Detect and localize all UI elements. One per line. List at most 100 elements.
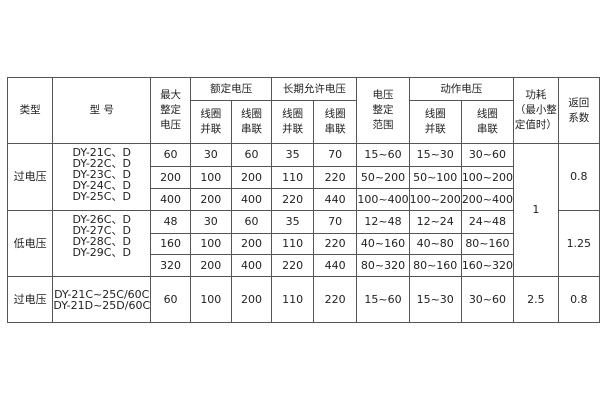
table-row: 400 200 400 220 440 100~400 100~200 200~400 (8, 188, 600, 211)
relay-spec-table: 类型 型 号 最大 整定 电压 额定电压 长期允许电压 电压 整定 范围 动作电压 功耗… (6, 77, 600, 323)
value-cell: 60 (150, 276, 191, 323)
value-cell: 15~30 (408, 143, 462, 167)
text: 整定 (372, 104, 394, 116)
value-cell: 100~200 (460, 166, 515, 189)
text: 电压 (160, 119, 182, 131)
text: 线圈 (200, 108, 222, 120)
value-cell: 220 (312, 276, 358, 323)
value-cell: 110 (271, 276, 314, 323)
header-return-coef: 返回 系数 (557, 77, 600, 144)
value-cell: 70 (312, 143, 358, 167)
text: 定值时） (514, 119, 557, 131)
value-cell: 35 (271, 143, 314, 167)
value-cell: 110 (271, 166, 314, 189)
type-cell: 过电压 (6, 143, 54, 211)
value-cell: 320 (150, 254, 191, 277)
value-cell: 440 (312, 254, 358, 277)
table-row: 200 100 200 110 220 50~200 50~100 100~200 (8, 166, 600, 189)
value-cell: 48 (150, 210, 191, 234)
header-coil-series: 线圈 串联 (230, 100, 273, 144)
text: 范围 (372, 119, 394, 131)
value-cell: 30 (189, 210, 232, 234)
value-cell: 220 (312, 233, 358, 255)
header-coil-series: 线圈 串联 (312, 100, 358, 144)
header-model: 型 号 (52, 77, 152, 144)
value-cell: 400 (230, 188, 273, 211)
text: （最小整 (514, 104, 557, 116)
model-name: DY-26C、D (72, 213, 131, 226)
header-coil-series: 线圈 串联 (460, 100, 515, 144)
value-cell: 50~100 (408, 166, 462, 189)
header-action: 动作电压 (408, 77, 515, 101)
text: 串联 (324, 123, 346, 135)
header-type: 类型 (6, 77, 54, 144)
value-cell: 60 (150, 143, 191, 167)
model-name: DY-27C、D (72, 224, 131, 237)
header-max-setting: 最大 整定 电压 (150, 77, 191, 144)
value-cell: 12~48 (356, 210, 410, 234)
header-setting-range: 电压 整定 范围 (356, 77, 410, 144)
value-cell: 80~320 (356, 254, 410, 277)
value-cell: 100 (189, 233, 232, 255)
text: 系数 (568, 111, 590, 124)
value-cell: 440 (312, 188, 358, 211)
value-cell: 35 (271, 210, 314, 234)
value-cell: 400 (150, 188, 191, 211)
value-cell: 100~400 (356, 188, 410, 211)
value-cell: 70 (312, 210, 358, 234)
return-coef-cell: 0.8 (557, 276, 600, 323)
model-name: DY-21C、D (72, 146, 131, 159)
text: 最大 (160, 89, 182, 101)
table-row: 过电压 DY-21C~25C/60C DY-21D~25D/60C 60 100 200 1… (6, 276, 600, 323)
value-cell: 40~80 (408, 233, 462, 255)
text: 功耗 (525, 89, 547, 101)
value-cell: 200 (230, 166, 273, 189)
value-cell: 160~320 (460, 254, 515, 277)
value-cell: 220 (312, 166, 358, 189)
model-name: DY-28C、D (72, 235, 131, 248)
type-cell: 过电压 (6, 276, 54, 323)
text: 并联 (282, 123, 304, 135)
value-cell: 110 (271, 233, 314, 255)
text: 串联 (240, 123, 262, 135)
value-cell: 80~160 (408, 254, 462, 277)
text: 电压 (372, 89, 394, 101)
table-row: 160 100 200 110 220 40~160 40~80 80~160 (8, 233, 600, 255)
return-coef-cell: 0.8 (557, 143, 600, 211)
model-cell: DY-21C~25C/60C DY-21D~25D/60C (52, 276, 152, 323)
model-name: DY-21C~25C/60C (54, 287, 150, 301)
value-cell: 30 (189, 143, 232, 167)
value-cell: 200 (150, 166, 191, 189)
model-name: DY-22C、D (72, 157, 131, 170)
header-coil-parallel: 线圈 并联 (271, 100, 314, 144)
value-cell: 15~30 (408, 276, 462, 323)
value-cell: 200~400 (460, 188, 515, 211)
return-coef-cell: 1.25 (557, 210, 600, 277)
model-name: DY-21D~25D/60C (53, 298, 151, 312)
table-row: 低电压 DY-26C、D DY-27C、D DY-28C、D DY-29C、D 48 30 6… (6, 210, 600, 277)
text: 线圈 (282, 108, 304, 120)
value-cell: 200 (230, 233, 273, 255)
text: 并联 (424, 123, 446, 135)
value-cell: 15~60 (356, 276, 410, 323)
model-cell: DY-26C、D DY-27C、D DY-28C、D DY-29C、D (52, 210, 152, 277)
value-cell: 30~60 (460, 143, 515, 167)
value-cell: 200 (189, 188, 232, 211)
value-cell: 30~60 (460, 276, 515, 323)
header-coil-parallel: 线圈 并联 (189, 100, 232, 144)
value-cell: 60 (230, 143, 273, 167)
value-cell: 40~160 (356, 233, 410, 255)
power-cell: 1 (513, 143, 559, 277)
value-cell: 100~200 (408, 188, 462, 211)
header-coil-parallel: 线圈 并联 (408, 100, 462, 144)
value-cell: 80~160 (460, 233, 515, 255)
header-long-term: 长期允许电压 (271, 77, 358, 101)
value-cell: 24~48 (460, 210, 515, 234)
value-cell: 100 (189, 166, 232, 189)
value-cell: 200 (230, 276, 273, 323)
text: 串联 (476, 123, 498, 135)
type-cell: 低电压 (6, 210, 54, 277)
value-cell: 220 (271, 188, 314, 211)
text: 线圈 (476, 108, 498, 120)
text: 线圈 (240, 108, 262, 120)
